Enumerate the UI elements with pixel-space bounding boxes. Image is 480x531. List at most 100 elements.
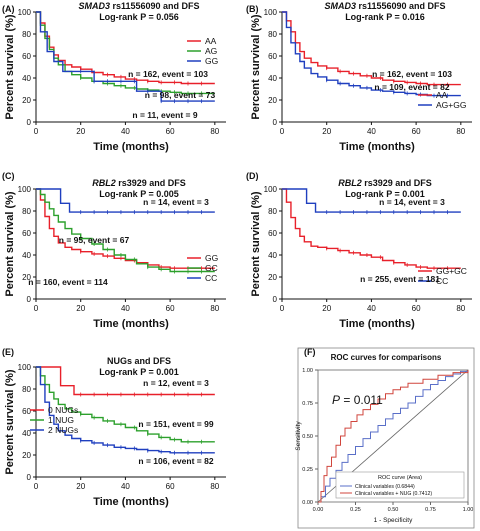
x-tick-label: 0 [280, 304, 285, 313]
y-tick-label: 20 [22, 451, 31, 460]
x-axis-label: Time (months) [339, 141, 415, 153]
p-symbol: P [332, 393, 340, 407]
x-tick-label: 60 [412, 304, 421, 313]
km-curve-gg-gc [282, 188, 461, 269]
n-event-annotation: n = 14, event = 3 [143, 197, 209, 207]
x-tick-label: 60 [166, 304, 175, 313]
x-tick-label: 20 [322, 304, 331, 313]
x-tick-label: 20 [76, 127, 85, 136]
n-event-annotation: n = 151, event = 99 [138, 419, 213, 429]
y-tick-label: 20 [268, 273, 277, 282]
roc-p-value: P = 0.011 [332, 393, 383, 407]
panel-title-rest: rs3929 and DFS [362, 178, 432, 188]
n-event-annotation: n = 255, event = 181 [360, 274, 440, 284]
y-axis-label: Percent survival (%) [4, 369, 16, 474]
legend-label: AA [436, 90, 448, 100]
y-tick-label: 100 [264, 185, 278, 194]
n-event-annotation: n = 11, event = 9 [132, 110, 197, 120]
km-curve-ag [36, 11, 215, 95]
panel-title: RBL2 rs3929 and DFS [338, 178, 432, 188]
x-axis-label: Time (months) [339, 318, 415, 330]
roc-curve [318, 370, 469, 503]
n-event-annotation: n = 12, event = 3 [143, 378, 209, 388]
x-tick-label: 20 [322, 127, 331, 136]
x-tick-label: 40 [367, 304, 376, 313]
y-tick-label: 60 [22, 407, 31, 416]
n-event-annotation: n = 98, event = 73 [145, 90, 216, 100]
panel-logrank: Log-rank P = 0.016 [345, 12, 425, 22]
panel-title: SMAD3 rs11556090 and DFS [78, 1, 199, 11]
x-tick-label: 40 [121, 482, 130, 491]
legend-label: CC [436, 276, 448, 286]
panel-title: NUGs and DFS [107, 356, 171, 366]
legend-label: 0 NUGs [48, 405, 78, 415]
legend-label: AA [205, 36, 217, 46]
roc-frame [297, 347, 475, 529]
y-tick-label: 60 [268, 52, 277, 61]
legend-label: GC [205, 263, 218, 273]
y-tick-label: 40 [22, 429, 31, 438]
y-tick-label: 80 [22, 30, 31, 39]
y-tick-label: 20 [22, 96, 31, 105]
y-tick-label: 100 [18, 185, 32, 194]
n-event-annotation: n = 162, event = 103 [128, 69, 208, 79]
legend-label: GG [205, 253, 218, 263]
legend-label: 1 NUG [48, 415, 74, 425]
x-tick-label: 0 [280, 127, 285, 136]
panel-title: RBL2 rs3929 and DFS [92, 178, 186, 188]
y-tick-label: 1.00 [302, 368, 313, 374]
y-tick-label: 20 [22, 273, 31, 282]
x-tick-label: 20 [76, 304, 85, 313]
panel-title-rest: rs3929 and DFS [116, 178, 186, 188]
legend-label: 2 NUGs [48, 425, 78, 435]
y-tick-label: 40 [22, 251, 31, 260]
x-tick-label: 0.50 [388, 507, 399, 513]
x-axis-label: 1 - Specificity [374, 517, 413, 524]
legend-label: GG+GC [436, 266, 467, 276]
n-event-annotation: n = 106, event = 82 [138, 456, 213, 466]
panel-letter: (A) [2, 4, 15, 14]
legend-label: Clinical variables (0.6844) [355, 484, 415, 490]
panel-letter: (B) [246, 4, 259, 14]
x-tick-label: 80 [210, 482, 219, 491]
legend-label: Clinical variables + NUG (0.7412) [355, 491, 432, 497]
y-tick-label: 0 [273, 118, 278, 127]
y-tick-label: 0.00 [302, 500, 313, 506]
x-tick-label: 60 [166, 482, 175, 491]
x-axis-label: Time (months) [93, 141, 169, 153]
x-tick-label: 0 [34, 127, 39, 136]
panel-title: SMAD3 rs11556090 and DFS [324, 1, 445, 11]
y-tick-label: 0 [27, 295, 32, 304]
x-axis-label: Time (months) [93, 318, 169, 330]
y-tick-label: 0.50 [302, 434, 313, 440]
y-tick-label: 0.75 [302, 401, 313, 407]
x-tick-label: 80 [456, 304, 465, 313]
y-tick-label: 100 [18, 8, 32, 17]
y-axis-label: Percent survival (%) [4, 191, 16, 296]
legend-label: GG [205, 56, 218, 66]
x-tick-label: 0.75 [425, 507, 436, 513]
panel-letter: (F) [304, 347, 316, 357]
n-event-annotation: n = 160, event = 114 [28, 277, 108, 287]
n-event-annotation: n = 14, event = 3 [379, 197, 445, 207]
y-tick-label: 0.25 [302, 467, 313, 473]
panel-logrank: Log-rank P = 0.001 [345, 189, 425, 199]
panel-title-gene: RBL2 [92, 178, 116, 188]
panel-title-gene: SMAD3 [324, 1, 356, 11]
roc-legend-box [335, 471, 465, 499]
y-tick-label: 60 [22, 229, 31, 238]
legend-label: AG [205, 46, 217, 56]
legend-label: CC [205, 273, 217, 283]
y-tick-label: 40 [22, 74, 31, 83]
x-tick-label: 1.00 [463, 507, 474, 513]
x-tick-label: 0.00 [313, 507, 324, 513]
legend-label: AG+GG [436, 100, 466, 110]
x-tick-label: 80 [456, 127, 465, 136]
x-tick-label: 40 [121, 127, 130, 136]
x-tick-label: 80 [210, 304, 219, 313]
y-tick-label: 0 [27, 473, 32, 482]
